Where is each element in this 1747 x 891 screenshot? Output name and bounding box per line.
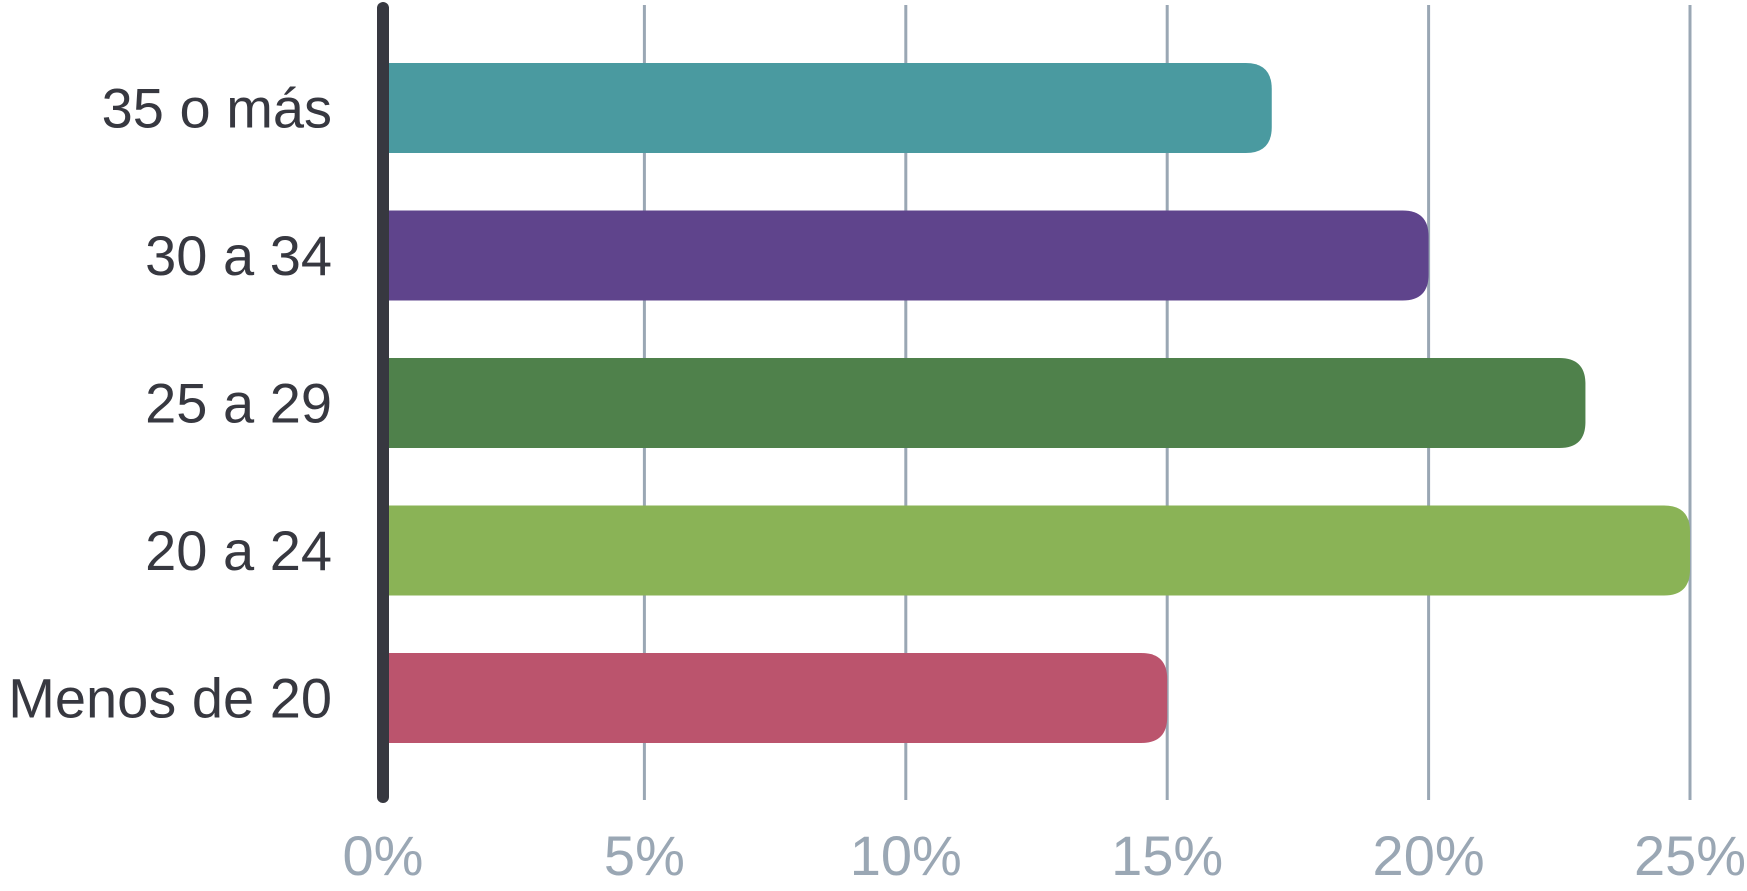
bar-5 xyxy=(383,653,1168,743)
x-tick-label: 25% xyxy=(1634,824,1746,887)
category-label: 35 o más xyxy=(102,77,332,140)
x-tick-label: 15% xyxy=(1111,824,1223,887)
bars xyxy=(383,63,1690,743)
category-label: 30 a 34 xyxy=(145,224,332,287)
category-labels: 35 o más 30 a 34 25 a 29 20 a 24 Menos de 20 xyxy=(8,77,332,730)
bar-4 xyxy=(383,505,1690,596)
x-tick-label: 20% xyxy=(1373,824,1485,887)
bar-3 xyxy=(383,358,1586,448)
bar-1 xyxy=(383,63,1272,153)
category-label: 20 a 24 xyxy=(145,519,332,582)
x-tick-label: 5% xyxy=(604,824,685,887)
x-tick-label: 10% xyxy=(850,824,962,887)
category-label: 25 a 29 xyxy=(145,372,332,435)
x-tick-label: 0% xyxy=(343,824,424,887)
x-tick-labels: 0% 5% 10% 15% 20% 25% xyxy=(343,824,1747,887)
category-label: Menos de 20 xyxy=(8,667,332,730)
bar-2 xyxy=(383,210,1429,301)
